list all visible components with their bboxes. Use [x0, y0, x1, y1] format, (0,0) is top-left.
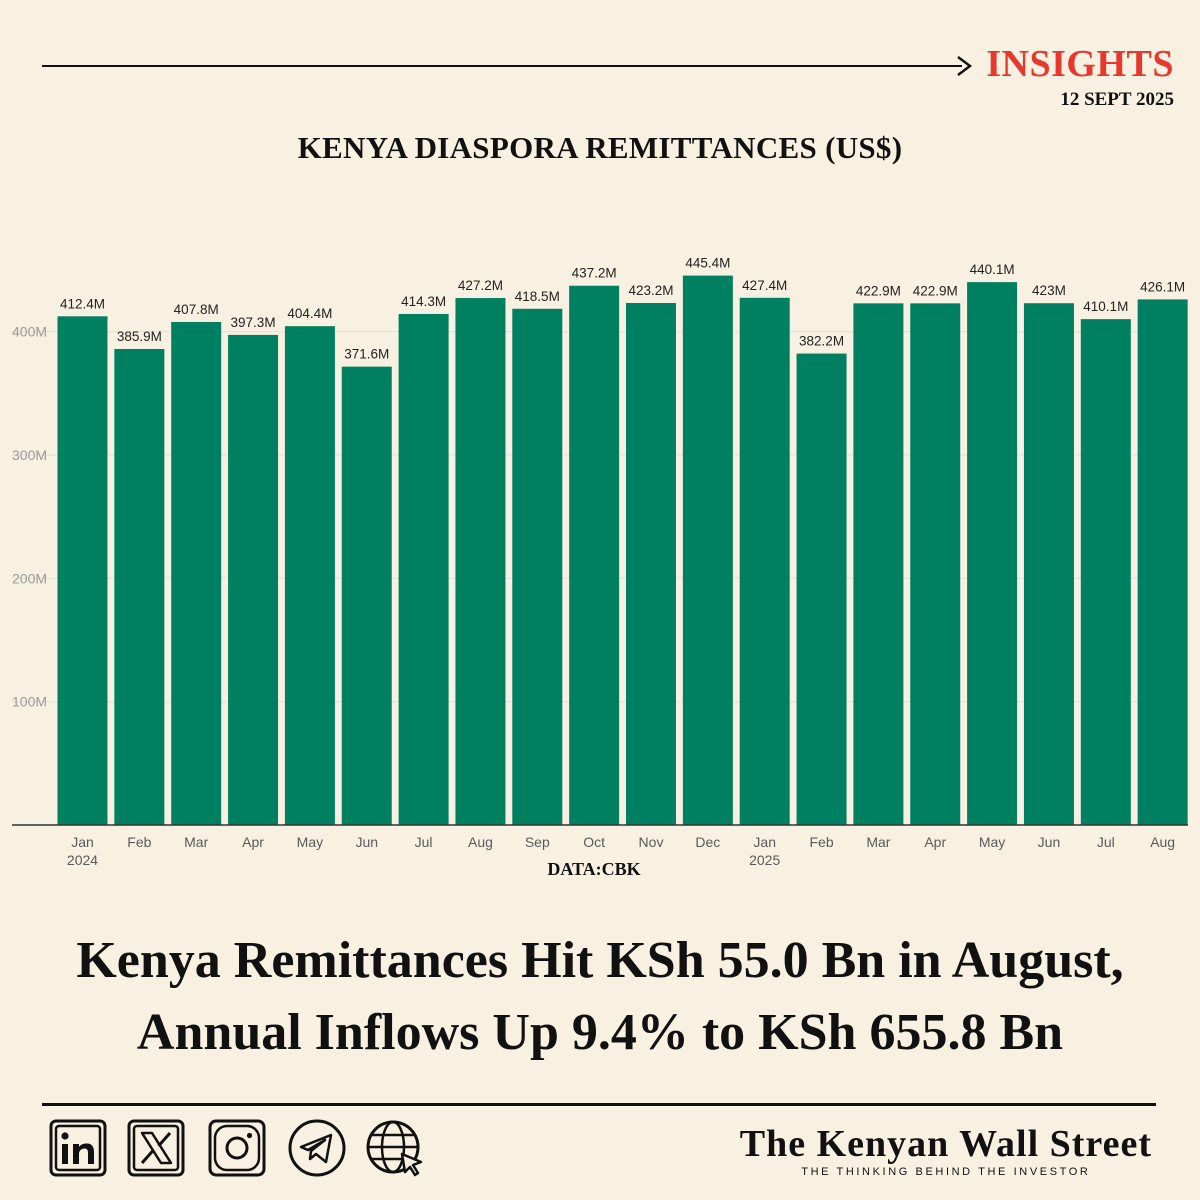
x-tick-label: May: [297, 834, 323, 850]
x-tick-label: Feb: [127, 834, 151, 850]
bar-data-label: 422.9M: [913, 283, 958, 298]
bar-data-label: 414.3M: [401, 294, 446, 309]
x-tick-label: Feb: [809, 834, 833, 850]
x-tick-label: Apr: [242, 834, 264, 850]
x-tick-label: Apr: [924, 834, 946, 850]
chart-bar: [1137, 299, 1188, 825]
bar-data-label: 423.2M: [628, 283, 673, 298]
chart-bar: [739, 297, 790, 825]
chart-bar: [796, 353, 847, 825]
brand-name: The Kenyan Wall Street: [739, 1123, 1152, 1165]
bar-data-label: 427.2M: [458, 278, 503, 293]
x-year-label: 2025: [749, 852, 780, 868]
x-tick-label: Aug: [1150, 834, 1175, 850]
telegram-icon[interactable]: [287, 1118, 347, 1178]
x-icon[interactable]: [126, 1118, 186, 1178]
bar-data-label: 445.4M: [685, 256, 730, 271]
x-tick-label: Oct: [583, 834, 605, 850]
headline-line-1: Kenya Remittances Hit KSh 55.0 Bn in Aug…: [76, 932, 1124, 989]
x-tick-label: Jun: [355, 834, 378, 850]
brand-tagline: THE THINKING BEHIND THE INVESTOR: [801, 1166, 1091, 1178]
bar-data-label: 407.8M: [174, 302, 219, 317]
chart-bars: [57, 275, 1188, 825]
headline: Kenya Remittances Hit KSh 55.0 Bn in Aug…: [0, 925, 1200, 1069]
remittances-bar-chart: 100M 200M 300M 400M 412.4M 385.9M 407.8M 397.3…: [12, 256, 1188, 868]
x-tick-label: Dec: [695, 834, 720, 850]
x-tick-label: Nov: [639, 834, 664, 850]
publish-date: 12 SEPT 2025: [1060, 89, 1174, 110]
chart-bar: [967, 282, 1018, 825]
arrow-right-icon: [957, 56, 973, 76]
bar-data-label: 385.9M: [117, 329, 162, 344]
bar-data-label: 412.4M: [60, 296, 105, 311]
x-tick-label: Jun: [1038, 834, 1061, 850]
bar-data-label: 440.1M: [970, 262, 1015, 277]
instagram-icon[interactable]: [207, 1118, 267, 1178]
bar-data-label: 423M: [1032, 283, 1066, 298]
bar-data-label: 404.4M: [287, 306, 332, 321]
chart-bar: [57, 316, 108, 825]
x-year-label: 2024: [67, 852, 98, 868]
chart-bar: [1023, 303, 1074, 825]
chart-bar: [1080, 319, 1131, 825]
chart-data-labels: 412.4M 385.9M 407.8M 397.3M 404.4M 371.6M 414.…: [60, 256, 1185, 362]
bar-data-label: 418.5M: [515, 289, 560, 304]
x-tick-label: Sep: [525, 834, 550, 850]
chart-bar: [455, 298, 506, 825]
chart-bar: [284, 326, 335, 825]
chart-bar: [682, 275, 733, 825]
chart-bar: [569, 285, 620, 825]
chart-bar: [512, 308, 563, 825]
y-tick-label: 100M: [12, 694, 47, 710]
x-tick-label: Jan: [71, 834, 94, 850]
bar-data-label: 426.1M: [1140, 279, 1185, 294]
headline-line-2: Annual Inflows Up 9.4% to KSh 655.8 Bn: [136, 1004, 1064, 1061]
x-tick-label: Jan: [753, 834, 776, 850]
bar-data-label: 371.6M: [344, 347, 389, 362]
y-tick-label: 400M: [12, 324, 47, 340]
bar-data-label: 422.9M: [856, 283, 901, 298]
x-tick-label: May: [979, 834, 1005, 850]
data-source-label: DATA:CBK: [547, 859, 641, 879]
x-tick-label: Jul: [415, 834, 433, 850]
insights-label: INSIGHTS: [986, 43, 1174, 85]
chart-bar: [114, 348, 165, 825]
x-tick-label: Mar: [184, 834, 208, 850]
chart-bar: [910, 303, 961, 825]
chart-bar: [398, 313, 449, 825]
header-rule: [42, 65, 962, 67]
bar-data-label: 427.4M: [742, 278, 787, 293]
chart-bar: [171, 321, 222, 825]
bar-data-label: 382.2M: [799, 334, 844, 349]
bar-data-label: 410.1M: [1083, 299, 1128, 314]
chart-bar: [341, 366, 392, 825]
globe-icon[interactable]: [364, 1118, 424, 1178]
x-tick-label: Mar: [866, 834, 890, 850]
bar-data-label: 397.3M: [231, 315, 276, 330]
x-tick-label: Jul: [1097, 834, 1115, 850]
brand-logo: The Kenyan Wall Street THE THINKING BEHI…: [740, 1122, 1152, 1178]
chart-axes: Jan 2024 Feb Mar Apr May Jun Jul Aug Sep Oct Nov Dec…: [12, 824, 1188, 868]
footer-rule: [42, 1103, 1156, 1106]
chart-bar: [853, 303, 904, 825]
y-tick-label: 200M: [12, 570, 47, 586]
chart-title: KENYA DIASPORA REMITTANCES (US$): [297, 130, 903, 165]
y-tick-label: 300M: [12, 447, 47, 463]
chart-bar: [228, 334, 279, 825]
x-tick-label: Aug: [468, 834, 493, 850]
linkedin-icon[interactable]: [48, 1118, 108, 1178]
bar-data-label: 437.2M: [572, 266, 617, 281]
chart-bar: [626, 302, 676, 825]
